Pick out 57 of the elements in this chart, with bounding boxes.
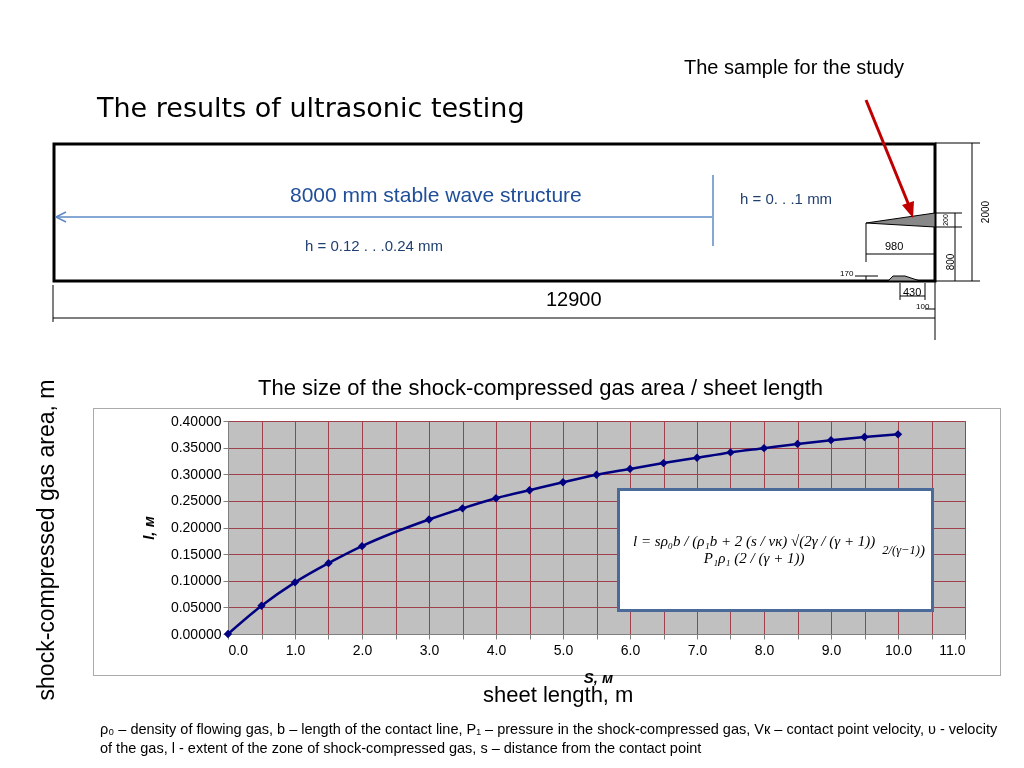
x-tick-label: 8.0 [754,641,775,658]
x-tick-label: 1.0 [285,641,306,658]
chart-title: The size of the shock-compressed gas area / sheet length [258,375,823,400]
text: 430 [903,286,922,299]
point [893,430,903,439]
x-tick-label: 0.0 [228,641,249,658]
text: h = 0.12 . . .0.24 mm [305,237,443,255]
y-axis-title: l, м [139,516,157,540]
text: 800 [944,253,956,271]
x-tick-label: 9.0 [821,641,842,658]
y-tick-label: 0.30000 [170,465,222,482]
point [525,486,534,495]
x-tick-label: 3.0 [419,641,440,658]
point [290,578,300,587]
x-tick-label: 11.0 [939,641,966,658]
y-tick-label: 0.25000 [170,492,222,509]
point [759,443,769,453]
point [592,470,601,479]
text: The sample for the study [684,56,905,78]
text: h = 0. . .1 mm [740,190,833,208]
y-tick-label: 0.10000 [170,572,222,589]
y-tick-label: 0.40000 [170,412,222,429]
point [324,558,333,568]
y-tick-label: 0.00000 [170,625,222,642]
point [860,432,869,442]
point [793,439,802,449]
y-tick-label: 0.35000 [170,439,222,456]
y-tick-label: 0.20000 [170,519,222,535]
point [357,541,367,551]
x-tick-label: 2.0 [352,641,373,658]
point [692,453,702,462]
x-tick-label: 7.0 [687,641,708,658]
x-tick-label: 10.0 [884,641,913,658]
point [726,448,735,457]
text: ρ₀ – density of flowing gas, b – length of the contact line, P₁ – pressure in the shock-compressed gas, Vк – contact point velocity, υ - velocity of the gas, l - extent of the zone of shock-compressed gas, s – distance from the contact point [100,720,999,758]
point [826,435,836,445]
x-tick-label: 4.0 [486,641,507,658]
point [424,515,434,524]
x-tick-label: 6.0 [620,641,641,658]
point [491,494,501,503]
text: 12900 [546,288,602,310]
point [257,601,266,610]
text: 980 [885,240,904,253]
point [659,458,668,468]
y-tick-label: 0.05000 [170,598,222,615]
y-tick-label: 0.15000 [170,545,222,562]
text: 170 [840,269,854,279]
point [458,504,467,513]
text: 8000 mm stable wave structure [290,183,582,207]
x-axis-title: S, м [583,668,614,686]
text: 100 [916,302,930,312]
text: The results of ultrasonic testing [97,92,525,123]
text: 2000 [979,200,991,224]
x-tick-label: 5.0 [553,641,574,658]
point [558,478,568,487]
text: shock-compressed gas area, m [33,379,60,701]
point [625,464,635,474]
